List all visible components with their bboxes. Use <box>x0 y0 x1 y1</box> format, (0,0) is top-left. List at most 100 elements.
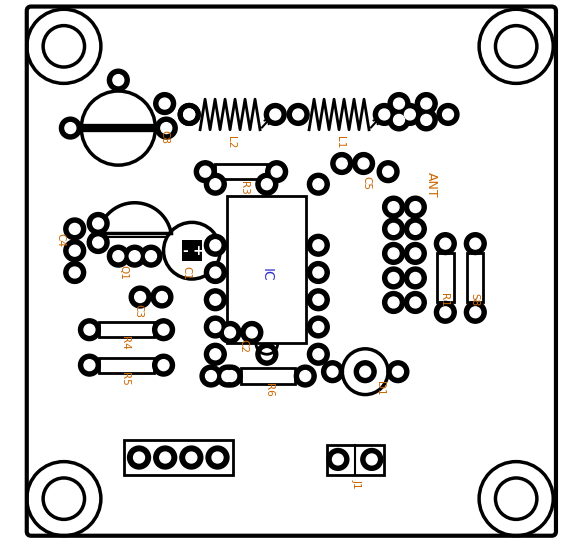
Circle shape <box>69 245 80 256</box>
Circle shape <box>271 166 282 177</box>
Circle shape <box>440 307 451 318</box>
Text: R1: R1 <box>439 293 450 307</box>
Circle shape <box>388 297 399 308</box>
Text: R5: R5 <box>120 372 130 386</box>
Circle shape <box>186 452 197 463</box>
Bar <box>124 440 233 475</box>
Circle shape <box>60 117 81 139</box>
Circle shape <box>287 104 309 125</box>
Circle shape <box>158 360 169 371</box>
Circle shape <box>113 75 124 86</box>
Circle shape <box>410 272 421 283</box>
Text: L1: L1 <box>335 136 345 148</box>
Circle shape <box>404 243 426 264</box>
Text: C4: C4 <box>55 233 65 247</box>
Circle shape <box>383 196 404 218</box>
Text: Q1: Q1 <box>119 265 129 280</box>
Circle shape <box>204 262 226 283</box>
Circle shape <box>322 361 343 383</box>
Circle shape <box>388 109 410 131</box>
Bar <box>99 358 154 373</box>
Text: -: - <box>183 244 188 258</box>
Circle shape <box>361 449 383 470</box>
Circle shape <box>394 114 404 125</box>
Circle shape <box>212 452 223 463</box>
Circle shape <box>410 297 421 308</box>
Text: L2: L2 <box>226 136 236 148</box>
Circle shape <box>404 109 415 120</box>
Circle shape <box>415 109 437 131</box>
Circle shape <box>354 361 376 383</box>
Text: R4: R4 <box>120 336 130 350</box>
Circle shape <box>241 322 263 343</box>
Text: IC: IC <box>260 268 274 282</box>
Text: D1: D1 <box>375 382 385 396</box>
Circle shape <box>377 161 399 183</box>
Circle shape <box>151 286 173 308</box>
Circle shape <box>266 161 288 183</box>
Text: C8: C8 <box>160 130 170 144</box>
Circle shape <box>178 104 200 125</box>
Text: C3: C3 <box>133 304 143 318</box>
Circle shape <box>222 371 233 382</box>
Bar <box>99 322 154 337</box>
Circle shape <box>383 267 404 289</box>
Bar <box>215 164 267 179</box>
Circle shape <box>87 213 109 234</box>
Circle shape <box>200 166 211 177</box>
Circle shape <box>107 245 129 267</box>
Circle shape <box>388 93 410 114</box>
Circle shape <box>210 240 221 251</box>
Circle shape <box>440 238 451 249</box>
Text: ANT: ANT <box>425 172 438 198</box>
Circle shape <box>399 104 421 125</box>
Circle shape <box>367 454 377 465</box>
Bar <box>327 445 385 475</box>
Circle shape <box>313 349 324 360</box>
Text: C2: C2 <box>239 339 249 353</box>
Circle shape <box>443 109 454 120</box>
Circle shape <box>146 251 157 262</box>
Circle shape <box>313 179 324 190</box>
Circle shape <box>200 365 222 387</box>
Text: +: + <box>193 244 204 258</box>
Circle shape <box>264 104 286 125</box>
Circle shape <box>410 248 421 259</box>
Circle shape <box>220 365 242 387</box>
Circle shape <box>307 173 329 195</box>
Text: R6: R6 <box>264 383 274 397</box>
Circle shape <box>204 173 226 195</box>
Circle shape <box>470 238 481 249</box>
Circle shape <box>133 452 144 463</box>
Circle shape <box>140 245 162 267</box>
Circle shape <box>388 272 399 283</box>
Circle shape <box>161 123 172 134</box>
Circle shape <box>69 267 80 278</box>
Circle shape <box>64 262 86 283</box>
Circle shape <box>69 223 80 234</box>
Circle shape <box>307 262 329 283</box>
Circle shape <box>84 324 95 335</box>
Circle shape <box>78 354 100 376</box>
Circle shape <box>374 104 395 125</box>
Circle shape <box>219 322 241 343</box>
Circle shape <box>470 307 481 318</box>
Bar <box>241 368 295 384</box>
Circle shape <box>204 234 226 256</box>
Circle shape <box>331 153 353 174</box>
Circle shape <box>129 286 151 308</box>
Circle shape <box>404 267 426 289</box>
Circle shape <box>383 243 404 264</box>
Circle shape <box>353 153 375 174</box>
Circle shape <box>160 452 171 463</box>
Circle shape <box>128 446 150 469</box>
Circle shape <box>393 366 403 377</box>
Circle shape <box>434 233 456 255</box>
Circle shape <box>210 349 221 360</box>
Circle shape <box>224 327 235 338</box>
Circle shape <box>205 371 216 382</box>
Circle shape <box>158 324 169 335</box>
Circle shape <box>307 316 329 338</box>
Circle shape <box>154 446 177 469</box>
Circle shape <box>210 179 221 190</box>
